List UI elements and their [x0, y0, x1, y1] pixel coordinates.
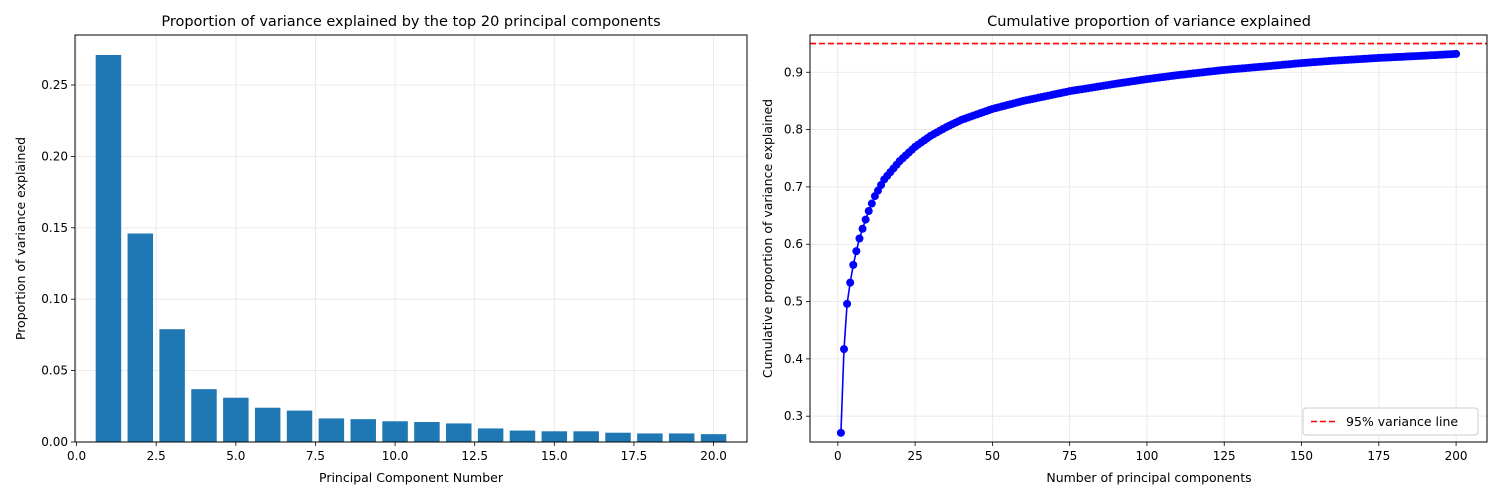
line-chart-ticks: 0 25 50 75 100 125 150 175 200 0.3 0.4 0.5 0.6 0.7 0.8… [784, 65, 1468, 463]
bar-chart-xlabel: Principal Component Number [319, 470, 504, 485]
bar-chart-x-tick-label: 0.0 [67, 449, 86, 463]
bar-pc-17 [605, 432, 631, 442]
cumulative-point-1 [836, 428, 845, 437]
line-chart-x-tick-label: 100 [1136, 449, 1159, 463]
bar-pc-1 [95, 54, 122, 442]
cumulative-point-6 [852, 247, 861, 256]
bar-chart-x-tick-label: 17.5 [621, 449, 648, 463]
bar-pc-6 [254, 407, 281, 442]
cumulative-line [840, 53, 1457, 433]
bar-pc-12 [446, 423, 472, 442]
line-chart-title: Cumulative proportion of variance explai… [987, 14, 1311, 30]
bar-pc-5 [223, 397, 249, 442]
bar-chart-title: Proportion of variance explained by the … [161, 14, 660, 30]
cumulative-point-11 [867, 199, 876, 208]
line-chart-y-tick-label: 0.7 [784, 180, 803, 194]
bar-chart-x-tick-label: 12.5 [461, 449, 488, 463]
line-chart-xlabel: Number of principal components [1046, 470, 1251, 485]
cumulative-point-200 [1452, 49, 1461, 58]
cumulative-point-2 [840, 345, 849, 354]
cumulative-point-4 [846, 278, 855, 287]
line-chart-frame [809, 34, 1488, 443]
legend: 95% variance line [1302, 407, 1479, 436]
bar-pc-4 [191, 389, 217, 442]
legend-box [1302, 407, 1479, 436]
cumulative-point-8 [858, 224, 867, 233]
line-chart-y-tick-label: 0.5 [784, 295, 803, 309]
line-chart-x-tick-label: 0 [834, 449, 842, 463]
bar-pc-9 [350, 419, 376, 442]
bar-chart-x-tick-label: 5.0 [226, 449, 245, 463]
line-chart-x-tick-label: 125 [1213, 449, 1236, 463]
line-chart-y-tick-label: 0.6 [784, 237, 803, 251]
line-chart-y-tick-label: 0.3 [784, 409, 803, 423]
cumulative-point-10 [864, 206, 873, 215]
bar-pc-16 [573, 431, 599, 442]
bar-pc-2 [127, 233, 154, 442]
line-chart-y-tick-label: 0.9 [784, 65, 803, 79]
bar-pc-14 [509, 430, 536, 442]
bar-pc-13 [477, 428, 504, 442]
bar-chart-ticks: 0.0 2.5 5.0 7.5 10.0 12.5 15.0 17.5 20.0 0.00 0.05… [41, 78, 727, 463]
bar-pc-3 [159, 329, 185, 442]
bar-chart-y-tick-label: 0.10 [41, 292, 68, 306]
bar-chart-x-tick-label: 7.5 [306, 449, 325, 463]
bar-chart-y-tick-label: 0.05 [41, 364, 68, 378]
line-chart-grid [810, 35, 1487, 442]
bar-chart-bars [95, 54, 727, 442]
bar-pc-18 [637, 433, 663, 442]
bar-pc-20 [700, 434, 727, 442]
bar-pc-7 [286, 410, 313, 442]
bar-chart-x-tick-label: 10.0 [382, 449, 409, 463]
bar-chart-ylabel: Proportion of variance explained [13, 137, 28, 340]
bar-chart-y-tick-label: 0.15 [41, 221, 68, 235]
legend-label: 95% variance line [1346, 414, 1458, 429]
line-chart-x-tick-label: 200 [1445, 449, 1468, 463]
bar-chart-x-tick-label: 2.5 [147, 449, 166, 463]
line-chart-y-tick-label: 0.8 [784, 123, 803, 137]
bar-chart-y-tick-label: 0.20 [41, 149, 68, 163]
bar-chart-x-tick-label: 20.0 [700, 449, 727, 463]
bar-chart-y-tick-label: 0.00 [41, 435, 68, 449]
bar-pc-19 [668, 433, 695, 442]
cumulative-point-9 [861, 215, 870, 224]
line-chart-x-tick-label: 150 [1290, 449, 1313, 463]
bar-pc-8 [318, 418, 345, 442]
cumulative-point-7 [855, 234, 864, 243]
bar-pc-15 [541, 431, 568, 442]
cumulative-point-5 [849, 260, 858, 269]
line-chart-x-tick-label: 25 [907, 449, 922, 463]
cumulative-line-group [836, 49, 1461, 437]
line-chart-x-tick-label: 75 [1062, 449, 1077, 463]
line-chart-ylabel: Cumulative proportion of variance explai… [760, 99, 775, 378]
bar-pc-10 [382, 421, 408, 442]
bar-chart-x-tick-label: 15.0 [541, 449, 568, 463]
bar-chart-frame [74, 34, 748, 443]
line-chart-y-tick-label: 0.4 [784, 352, 803, 366]
line-chart-x-tick-label: 50 [985, 449, 1000, 463]
bar-pc-11 [414, 422, 440, 442]
bar-chart-y-tick-label: 0.25 [41, 78, 68, 92]
cumulative-point-3 [843, 299, 852, 308]
line-chart-x-tick-label: 175 [1367, 449, 1390, 463]
